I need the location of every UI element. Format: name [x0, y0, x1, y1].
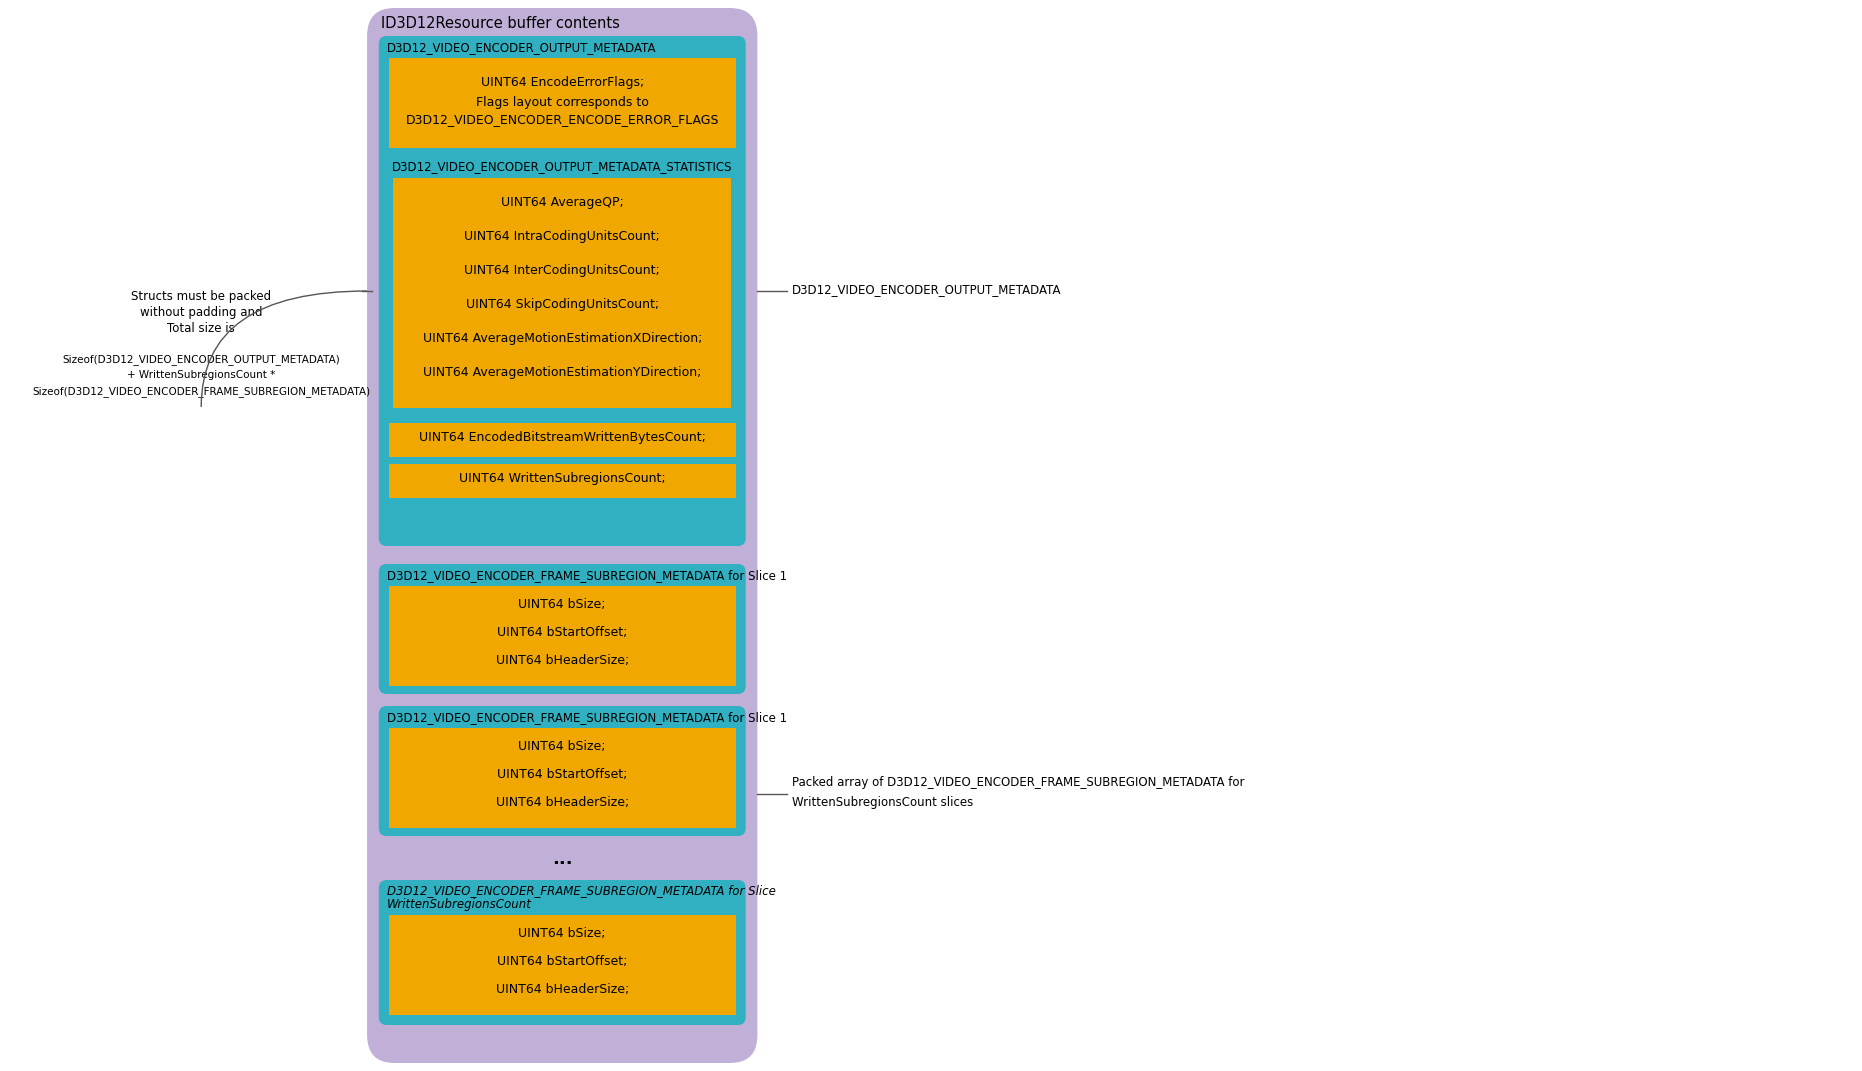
Bar [385, 156, 739, 416]
Text: ...: ... [551, 850, 572, 868]
Bar [389, 423, 735, 457]
Text: UINT64 IntraCodingUnitsCount;: UINT64 IntraCodingUnitsCount; [464, 230, 661, 243]
Text: Packed array of D3D12_VIDEO_ENCODER_FRAME_SUBREGION_METADATA for: Packed array of D3D12_VIDEO_ENCODER_FRAM… [791, 776, 1244, 789]
Bar [393, 178, 732, 408]
Text: UINT64 bStartOffset;: UINT64 bStartOffset; [497, 627, 627, 639]
Text: UINT64 InterCodingUnitsCount;: UINT64 InterCodingUnitsCount; [464, 263, 661, 277]
Text: UINT64 bStartOffset;: UINT64 bStartOffset; [497, 955, 627, 968]
Text: ID3D12Resource buffer contents: ID3D12Resource buffer contents [380, 16, 620, 31]
Text: UINT64 bSize;: UINT64 bSize; [518, 740, 605, 753]
Bar [389, 58, 735, 148]
FancyBboxPatch shape [378, 564, 745, 694]
Text: UINT64 AverageMotionEstimationXDirection;: UINT64 AverageMotionEstimationXDirection… [423, 332, 702, 345]
Text: UINT64 EncodeErrorFlags;: UINT64 EncodeErrorFlags; [480, 76, 644, 89]
Text: D3D12_VIDEO_ENCODER_FRAME_SUBREGION_METADATA for Slice 1: D3D12_VIDEO_ENCODER_FRAME_SUBREGION_META… [387, 711, 788, 724]
Text: D3D12_VIDEO_ENCODER_OUTPUT_METADATA_STATISTICS: D3D12_VIDEO_ENCODER_OUTPUT_METADATA_STAT… [391, 160, 732, 174]
Text: Total size is: Total size is [168, 322, 235, 335]
FancyBboxPatch shape [378, 706, 745, 836]
Bar [389, 915, 735, 1015]
FancyBboxPatch shape [378, 36, 745, 546]
Text: UINT64 SkipCodingUnitsCount;: UINT64 SkipCodingUnitsCount; [466, 298, 659, 311]
Text: UINT64 bHeaderSize;: UINT64 bHeaderSize; [495, 796, 629, 809]
Text: Flags layout corresponds to: Flags layout corresponds to [477, 96, 648, 109]
Text: UINT64 WrittenSubregionsCount;: UINT64 WrittenSubregionsCount; [458, 472, 665, 485]
Text: D3D12_VIDEO_ENCODER_FRAME_SUBREGION_METADATA for Slice: D3D12_VIDEO_ENCODER_FRAME_SUBREGION_META… [387, 884, 775, 897]
FancyBboxPatch shape [378, 880, 745, 1025]
Text: UINT64 bHeaderSize;: UINT64 bHeaderSize; [495, 654, 629, 667]
Text: without padding and: without padding and [140, 306, 263, 319]
Text: UINT64 EncodedBitstreamWrittenBytesCount;: UINT64 EncodedBitstreamWrittenBytesCount… [419, 431, 706, 444]
Bar [389, 728, 735, 828]
Text: D3D12_VIDEO_ENCODER_OUTPUT_METADATA: D3D12_VIDEO_ENCODER_OUTPUT_METADATA [791, 283, 1061, 296]
Text: Sizeof(D3D12_VIDEO_ENCODER_FRAME_SUBREGION_METADATA): Sizeof(D3D12_VIDEO_ENCODER_FRAME_SUBREGI… [32, 386, 371, 397]
Text: Sizeof(D3D12_VIDEO_ENCODER_OUTPUT_METADATA): Sizeof(D3D12_VIDEO_ENCODER_OUTPUT_METADA… [61, 355, 341, 365]
Text: UINT64 AverageQP;: UINT64 AverageQP; [501, 196, 624, 209]
Text: + WrittenSubregionsCount *: + WrittenSubregionsCount * [127, 369, 276, 380]
Text: D3D12_VIDEO_ENCODER_FRAME_SUBREGION_METADATA for Slice 1: D3D12_VIDEO_ENCODER_FRAME_SUBREGION_META… [387, 569, 788, 582]
Text: D3D12_VIDEO_ENCODER_ENCODE_ERROR_FLAGS: D3D12_VIDEO_ENCODER_ENCODE_ERROR_FLAGS [406, 114, 719, 126]
Text: UINT64 bSize;: UINT64 bSize; [518, 927, 605, 940]
Text: UINT64 bStartOffset;: UINT64 bStartOffset; [497, 768, 627, 781]
Text: D3D12_VIDEO_ENCODER_OUTPUT_METADATA: D3D12_VIDEO_ENCODER_OUTPUT_METADATA [387, 41, 655, 54]
Bar [389, 586, 735, 687]
Text: Structs must be packed: Structs must be packed [130, 290, 272, 303]
FancyBboxPatch shape [367, 7, 758, 1064]
Text: UINT64 AverageMotionEstimationYDirection;: UINT64 AverageMotionEstimationYDirection… [423, 366, 702, 379]
Text: WrittenSubregionsCount slices: WrittenSubregionsCount slices [791, 796, 972, 809]
Text: WrittenSubregionsCount: WrittenSubregionsCount [387, 897, 531, 911]
Bar [389, 464, 735, 498]
Text: UINT64 bSize;: UINT64 bSize; [518, 598, 605, 610]
Text: UINT64 bHeaderSize;: UINT64 bHeaderSize; [495, 983, 629, 996]
